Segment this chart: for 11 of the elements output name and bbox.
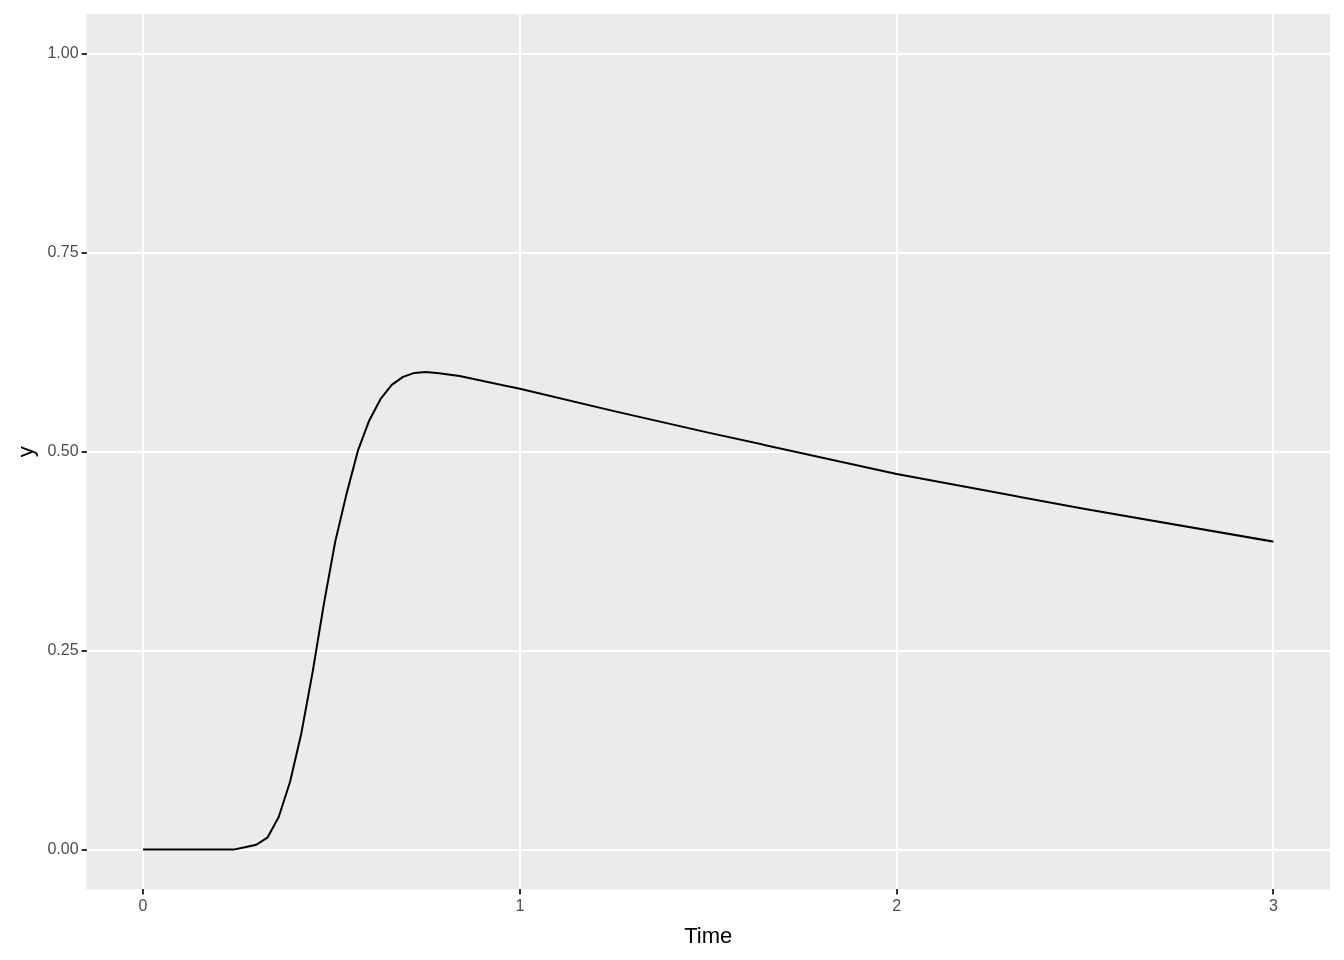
x-tick-label: 3 xyxy=(1269,897,1279,915)
y-tick-label: 1.00 xyxy=(47,44,79,62)
y-tick-label: 0.50 xyxy=(47,442,79,460)
x-tick-label: 2 xyxy=(892,897,902,915)
x-tick-label: 1 xyxy=(515,897,525,915)
x-tick-label: 0 xyxy=(138,897,148,915)
y-tick-label: 0.25 xyxy=(47,641,79,659)
x-axis-title: Time xyxy=(684,922,733,948)
y-tick-label: 0.00 xyxy=(47,840,79,858)
y-tick-label: 0.75 xyxy=(47,243,79,261)
y-axis-title: y xyxy=(13,446,39,458)
